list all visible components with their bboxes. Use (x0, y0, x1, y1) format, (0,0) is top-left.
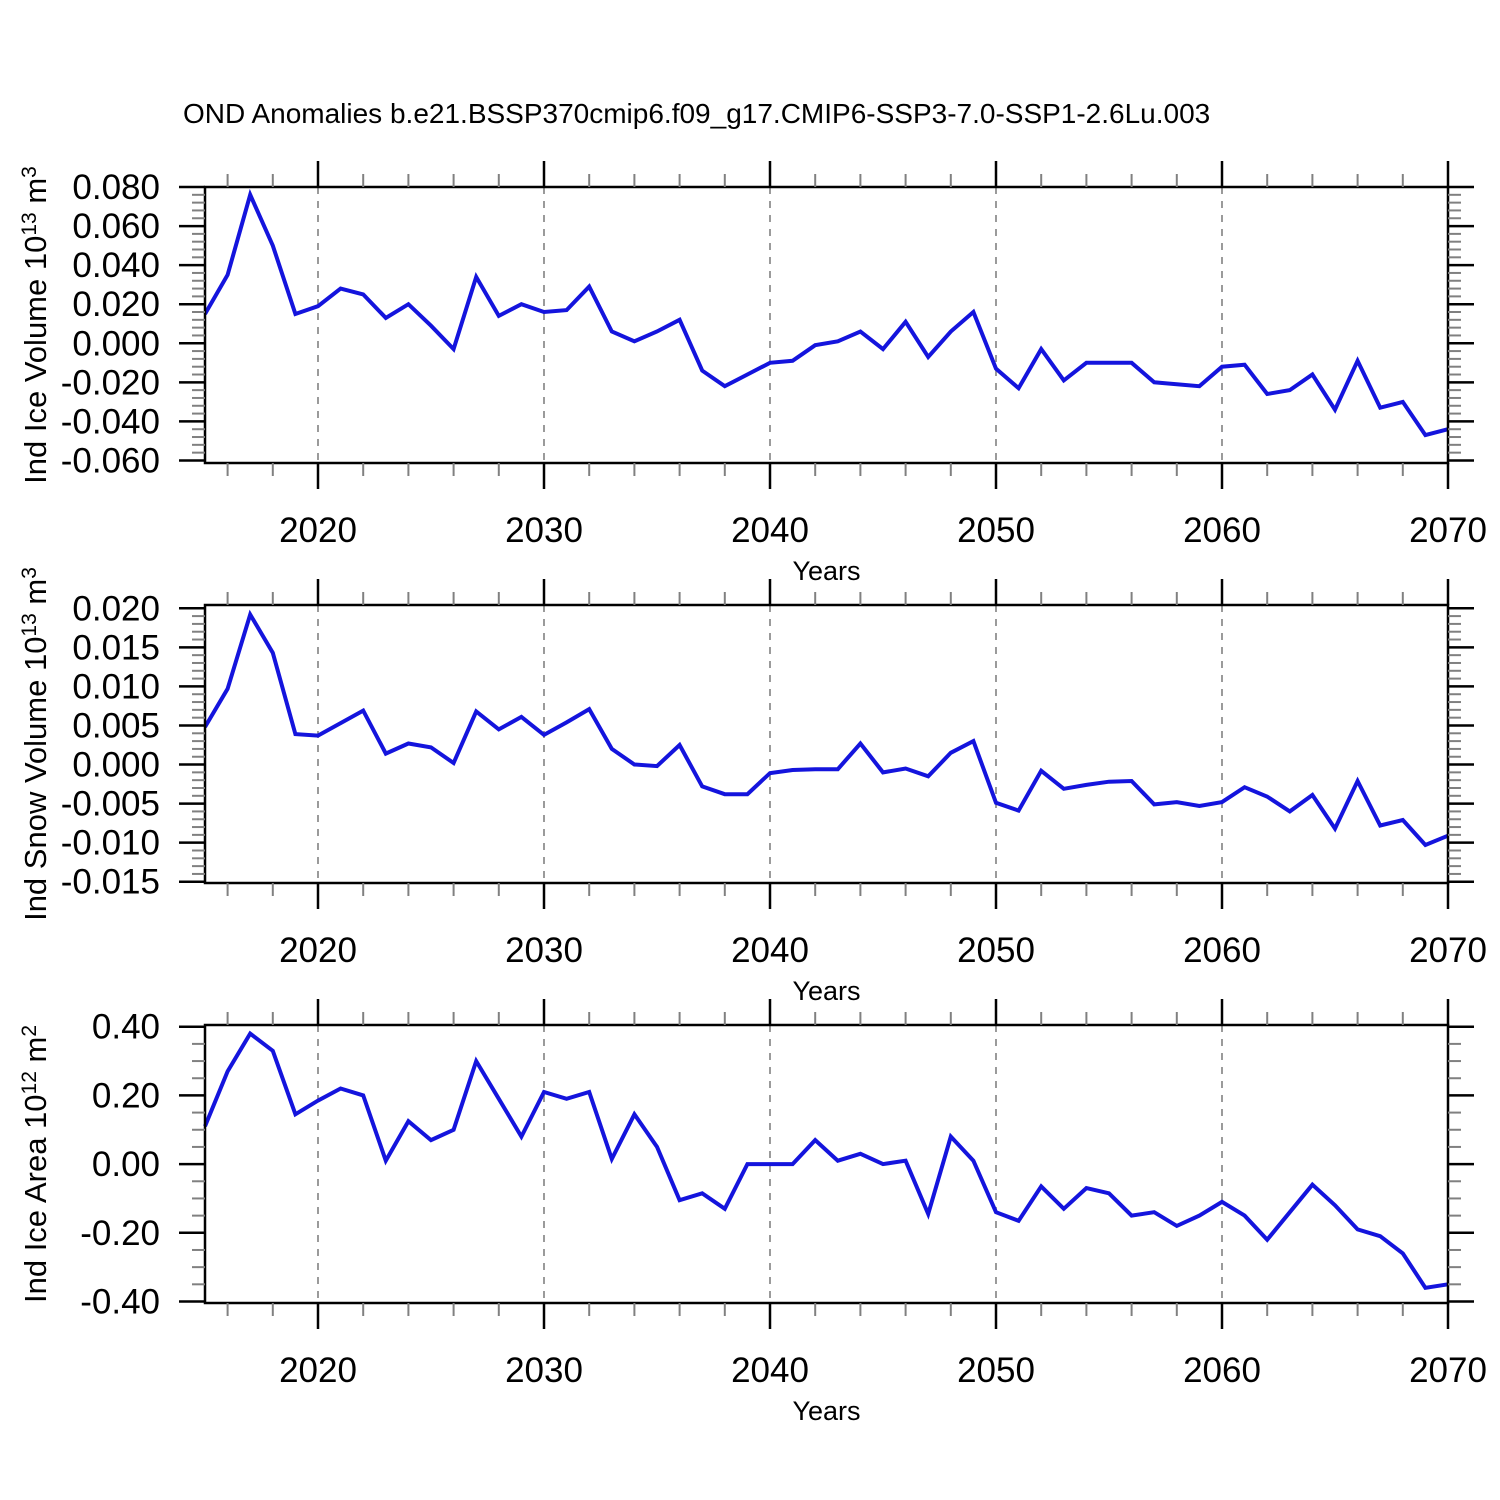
series-ice-volume (203, 188, 1449, 438)
data-line-ice-area (203, 1030, 1449, 1290)
x-tick-label: 2020 (279, 1351, 357, 1390)
x-tick-label: 2030 (505, 511, 583, 550)
y-tick-label: 0.080 (72, 168, 160, 207)
y-tick-label: 0.015 (72, 628, 160, 667)
x-tick-label: 2050 (957, 1351, 1035, 1390)
y-tick-label: -0.010 (61, 824, 160, 863)
y-tick-label: 0.020 (72, 285, 160, 324)
ticks (179, 579, 1474, 909)
x-tick-label: 2050 (957, 931, 1035, 970)
y-tick-label: 0.060 (72, 207, 160, 246)
x-tick-label: 2020 (279, 511, 357, 550)
x-tick-label: 2030 (505, 931, 583, 970)
tick-labels: 2020 2030 2040 2050 2060 2070 0.40 0.20 0.00 -0.2… (80, 1008, 1487, 1390)
axes-frame (203, 603, 1450, 885)
y-tick-label: 0.000 (72, 746, 160, 785)
panel-ice-area: 2020 2030 2040 2050 2060 2070 0.40 0.20 0.00 -0.2… (80, 999, 1487, 1426)
data-line-ice-volume (203, 188, 1449, 438)
y-tick-label: -0.40 (80, 1282, 160, 1321)
decade-gridlines (317, 605, 1223, 883)
panel-snow-volume: 2020 2030 2040 2050 2060 20700.0200.0150.0100… (61, 579, 1487, 1006)
ticks (179, 999, 1474, 1329)
y-tick-label: 0.020 (72, 589, 160, 628)
series-snow-volume (203, 609, 1449, 848)
x-tick-label: 2040 (731, 511, 809, 550)
x-tick-label: 2040 (731, 1351, 809, 1390)
x-tick-label: 2030 (505, 1351, 583, 1390)
y-tick-label: -0.040 (61, 402, 160, 441)
y-tick-label: 0.40 (92, 1008, 160, 1047)
x-tick-label: 2070 (1409, 1351, 1487, 1390)
x-tick-label: 2060 (1183, 511, 1261, 550)
x-axis-title: Years (792, 556, 860, 586)
x-axis-title: Years (792, 1396, 860, 1426)
x-axis-title: Years (792, 976, 860, 1006)
y-tick-label: 0.000 (72, 324, 160, 363)
y-tick-label: 0.00 (92, 1145, 160, 1184)
x-tick-label: 2020 (279, 931, 357, 970)
panel-ice-volume: 2020 2030 2040 2050 2060 20700.0800.0600.0400… (61, 161, 1487, 586)
y-tick-label: 0.040 (72, 246, 160, 285)
x-tick-label: 2070 (1409, 931, 1487, 970)
axes-frame (203, 1023, 1450, 1305)
y-tick-label: 0.010 (72, 667, 160, 706)
series-ice-area (203, 1030, 1449, 1290)
tick-labels: 2020 2030 2040 2050 2060 20700.0200.0150.0100… (61, 589, 1487, 970)
y-tick-label: -0.020 (61, 363, 160, 402)
y-tick-label: 0.005 (72, 706, 160, 745)
y-tick-label: -0.005 (61, 785, 160, 824)
data-line-snow-volume (203, 609, 1449, 848)
x-tick-label: 2060 (1183, 931, 1261, 970)
x-tick-label: 2040 (731, 931, 809, 970)
chart-title: OND Anomalies b.e21.BSSP370cmip6.f09_g17… (183, 98, 1211, 129)
x-tick-label: 2060 (1183, 1351, 1261, 1390)
x-tick-label: 2050 (957, 511, 1035, 550)
axes-frame (203, 185, 1450, 465)
x-tick-label: 2070 (1409, 511, 1487, 550)
y-tick-label: -0.060 (61, 441, 160, 480)
y-tick-label: -0.20 (80, 1214, 160, 1253)
decade-gridlines (317, 1025, 1223, 1303)
tick-labels: 2020 2030 2040 2050 2060 20700.0800.0600.0400… (61, 168, 1487, 550)
ticks (179, 161, 1474, 489)
decade-gridlines (317, 187, 1223, 463)
y-tick-label: -0.015 (61, 863, 160, 902)
y-tick-label: 0.20 (92, 1076, 160, 1115)
